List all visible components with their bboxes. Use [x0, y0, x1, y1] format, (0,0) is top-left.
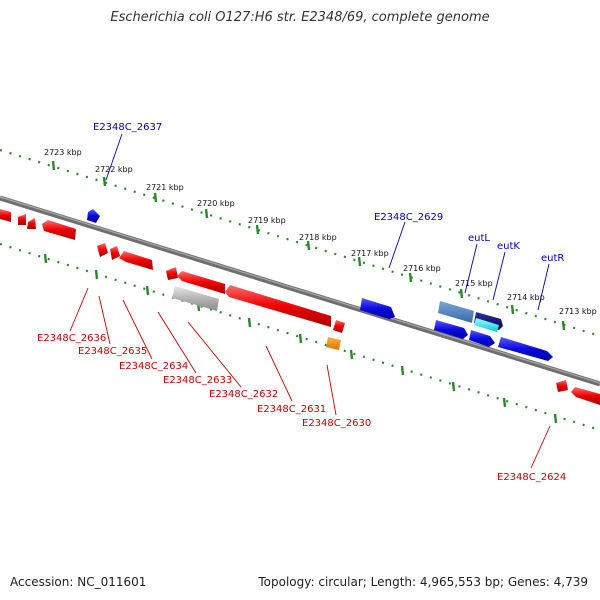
forward-gene-labels: E2348C_2637 E2348C_2629 eutL eutK eutR [93, 122, 564, 264]
gene-label[interactable]: E2348C_2629 [374, 212, 443, 223]
reverse-gene-track [0, 209, 600, 405]
reverse-gene-labels: E2348C_2636 E2348C_2635 E2348C_2634 E234… [37, 333, 566, 483]
accession-text: Accession: NC_011601 [10, 575, 147, 589]
gene-e2348c-2636[interactable] [42, 220, 76, 240]
gene-label[interactable]: E2348C_2636 [37, 333, 106, 344]
kbp-label: 2717 kbp [351, 249, 389, 258]
gene-label[interactable]: E2348C_2631 [257, 404, 326, 415]
kbp-label: 2713 kbp [559, 307, 597, 316]
rna-gene-e2348c-2630[interactable] [326, 337, 341, 350]
gene-label[interactable]: E2348C_2635 [78, 346, 147, 357]
gene-e2348c-2637[interactable] [87, 209, 100, 223]
gene-eutl[interactable] [438, 301, 474, 323]
kbp-scale-labels: 2723 kbp 2722 kbp 2721 kbp 2720 kbp 2719… [44, 148, 597, 316]
gene-e2348c-2624-a[interactable] [556, 380, 568, 392]
gene-label[interactable]: eutL [468, 233, 490, 244]
gene-reverse-forward-c[interactable] [498, 337, 553, 361]
gene-e2348c-2633[interactable] [119, 251, 153, 270]
gene-e2348c-2632-a[interactable] [166, 267, 178, 280]
gene-label[interactable]: E2348C_2630 [302, 418, 371, 429]
inner-major-ticks [43, 253, 558, 424]
gene-e2348c-2631[interactable] [225, 285, 331, 327]
gene-e2348c-2624[interactable] [571, 387, 600, 405]
gene-reverse[interactable] [18, 214, 26, 225]
gene-reverse-forward-b[interactable] [469, 330, 495, 347]
kbp-label: 2722 kbp [95, 165, 133, 174]
gene-label[interactable]: E2348C_2624 [497, 472, 566, 483]
reverse-label-leaders [69, 287, 551, 469]
kbp-label: 2715 kbp [455, 279, 493, 288]
kbp-label: 2714 kbp [507, 293, 545, 302]
kbp-label: 2718 kbp [299, 233, 337, 242]
gene-label[interactable]: E2348C_2633 [163, 375, 232, 386]
kbp-label: 2720 kbp [197, 199, 235, 208]
gene-label[interactable]: eutK [497, 241, 520, 252]
outer-major-ticks [51, 160, 566, 331]
genome-summary-text: Topology: circular; Length: 4,965,553 bp… [258, 575, 588, 589]
genome-backbone [0, 195, 600, 387]
gene-label[interactable]: E2348C_2632 [209, 389, 278, 400]
gene-e2348c-2635[interactable] [97, 243, 108, 257]
kbp-label: 2719 kbp [248, 216, 286, 225]
kbp-label: 2716 kbp [403, 264, 441, 273]
gene-eutk-b[interactable] [474, 318, 499, 332]
gene-reverse-forward-a[interactable] [434, 320, 468, 339]
gene-e2348c-2629[interactable] [360, 298, 395, 319]
gene-reverse[interactable] [27, 218, 36, 229]
gene-label[interactable]: E2348C_2637 [93, 122, 162, 133]
pseudogene-e2348c-2632[interactable] [172, 286, 219, 311]
gene-e2348c-2634[interactable] [110, 246, 120, 260]
genome-title: Escherichia coli O127:H6 str. E2348/69, … [110, 10, 490, 25]
gene-e2348c-2632[interactable] [177, 271, 225, 294]
kbp-label: 2721 kbp [146, 183, 184, 192]
gene-label[interactable]: E2348C_2634 [119, 361, 188, 372]
forward-gene-track [87, 209, 503, 332]
gene-e2348c-2630[interactable] [333, 320, 345, 333]
kbp-label: 2723 kbp [44, 148, 82, 157]
forward-label-leaders [105, 133, 550, 311]
gene-label[interactable]: eutR [541, 253, 564, 264]
gene-reverse[interactable] [0, 209, 11, 222]
